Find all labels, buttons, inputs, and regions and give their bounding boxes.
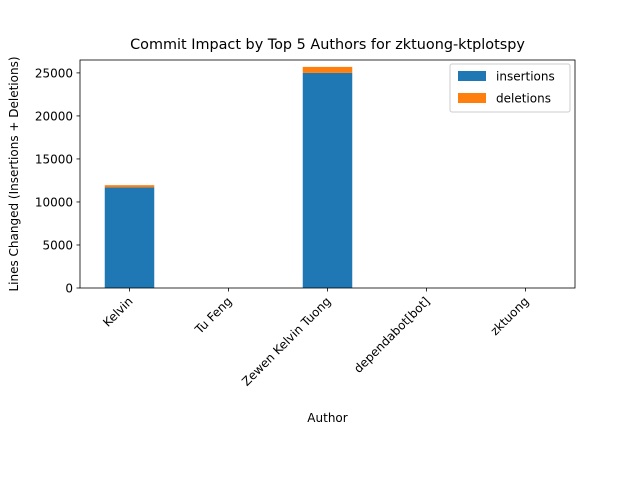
- bar-insertions-2: [302, 72, 353, 288]
- legend-label-deletions: deletions: [496, 92, 551, 106]
- chart-title: Commit Impact by Top 5 Authors for zktuo…: [130, 37, 525, 53]
- bar-deletions-2: [302, 66, 353, 73]
- x-axis: Kelvin Tu Feng Zewen Kelvin Tuong dependabo…: [100, 288, 532, 389]
- plot-frame: [79, 59, 576, 289]
- y-tick-label: 0: [65, 282, 73, 296]
- x-tick-label: Tu Feng: [192, 294, 235, 337]
- y-tick-label: 5000: [42, 238, 73, 252]
- x-tick-label: dependabot[bot]: [351, 294, 433, 376]
- legend-swatch-deletions: [458, 93, 486, 103]
- bar-deletions-0: [104, 185, 155, 188]
- x-tick-label: zktuong: [488, 294, 532, 338]
- y-axis-label: Lines Changed (Insertions + Deletions): [7, 56, 21, 291]
- x-tick-label: Zewen Kelvin Tuong: [239, 294, 334, 389]
- y-tick-label: 10000: [35, 195, 73, 209]
- y-tick-label: 15000: [35, 152, 73, 166]
- legend-label-insertions: insertions: [496, 70, 555, 84]
- plot-area: [104, 66, 353, 288]
- bar-insertions-0: [104, 187, 155, 288]
- legend-swatch-insertions: [458, 71, 486, 81]
- y-tick-label: 20000: [35, 109, 73, 123]
- y-tick-label: 25000: [35, 66, 73, 80]
- legend: insertions deletions: [449, 63, 571, 113]
- x-tick-label: Kelvin: [100, 294, 135, 329]
- x-axis-label: Author: [307, 411, 347, 425]
- y-axis: 0 5000 10000 15000 20000 25000: [35, 66, 80, 296]
